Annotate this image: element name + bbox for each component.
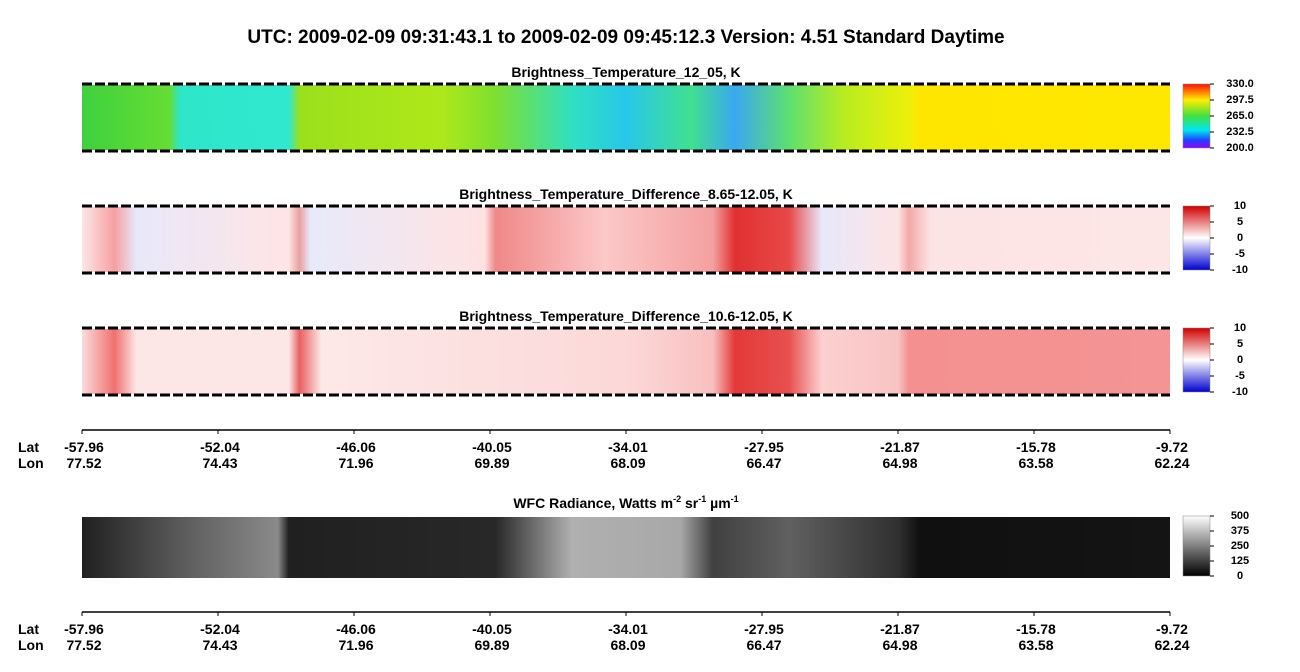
- lat-tick-label: -27.95: [744, 621, 784, 637]
- lat-tick-label: -34.01: [608, 621, 648, 637]
- lon-tick-label: 69.89: [474, 637, 509, 653]
- colorbar: [1182, 515, 1211, 577]
- title-part: µm: [706, 495, 730, 511]
- panel-title: Brightness_Temperature_Difference_8.65-1…: [459, 186, 793, 202]
- lon-label: Lon: [18, 637, 44, 653]
- colorbar-tick-label: 5: [1237, 338, 1243, 350]
- colorbar-tick-label: 10: [1234, 322, 1246, 334]
- lat-tick-label: -52.04: [200, 439, 240, 455]
- superscript: -2: [673, 494, 681, 504]
- colorbar-tick-label: 375: [1231, 525, 1249, 537]
- colorbar-tick-label: -5: [1235, 248, 1245, 260]
- lon-tick-label: 66.47: [746, 455, 781, 471]
- lat-tick-label: -27.95: [744, 439, 784, 455]
- lon-tick-label: 77.52: [66, 455, 101, 471]
- lon-tick-label: 64.98: [882, 637, 917, 653]
- lon-tick-label: 63.58: [1018, 455, 1053, 471]
- lon-tick-label: 64.98: [882, 455, 917, 471]
- superscript: -1: [731, 494, 739, 504]
- lat-tick-label: -21.87: [880, 439, 920, 455]
- colorbar-tick-label: 500: [1231, 510, 1249, 522]
- lat-tick-label: -15.78: [1016, 439, 1056, 455]
- lat-tick-label: -9.72: [1156, 621, 1188, 637]
- lon-tick-label: 68.09: [610, 455, 645, 471]
- lat-tick-label: -15.78: [1016, 621, 1056, 637]
- lat-tick-label: -9.72: [1156, 439, 1188, 455]
- colorbar-tick-label: 232.5: [1226, 126, 1254, 138]
- colorbar: [1182, 205, 1211, 271]
- lat-label: Lat: [18, 439, 39, 455]
- lon-tick-label: 62.24: [1154, 637, 1189, 653]
- lat-tick-label: -52.04: [200, 621, 240, 637]
- lon-tick-label: 63.58: [1018, 637, 1053, 653]
- lat-tick-label: -46.06: [336, 439, 376, 455]
- panel-title: Brightness_Temperature_12_05, K: [511, 64, 740, 80]
- lat-tick-label: -57.96: [64, 621, 104, 637]
- colorbar-tick-label: 265.0: [1226, 110, 1254, 122]
- lat-label: Lat: [18, 621, 39, 637]
- lon-tick-label: 68.09: [610, 637, 645, 653]
- lon-tick-label: 71.96: [338, 455, 373, 471]
- superscript: -1: [698, 494, 706, 504]
- swath-image: [82, 329, 1170, 394]
- colorbar-tick-label: 0: [1237, 354, 1243, 366]
- panel-title: WFC Radiance, Watts m-2 sr-1 µm-1: [513, 494, 738, 511]
- title-part: WFC Radiance, Watts m: [513, 495, 673, 511]
- lon-tick-label: 66.47: [746, 637, 781, 653]
- colorbar-tick-label: 0: [1237, 570, 1243, 582]
- colorbar-tick-label: 0: [1237, 232, 1243, 244]
- colorbar: [1182, 83, 1211, 149]
- colorbar-tick-label: -5: [1235, 370, 1245, 382]
- colorbar-tick-label: 330.0: [1226, 78, 1254, 90]
- colorbar-tick-label: -10: [1232, 264, 1248, 276]
- swath-image: [82, 85, 1170, 150]
- panel-title: Brightness_Temperature_Difference_10.6-1…: [459, 308, 793, 324]
- main-title: UTC: 2009-02-09 09:31:43.1 to 2009-02-09…: [247, 27, 1004, 48]
- lon-tick-label: 69.89: [474, 455, 509, 471]
- lat-tick-label: -34.01: [608, 439, 648, 455]
- lat-tick-label: -40.05: [472, 439, 512, 455]
- colorbar-tick-label: -10: [1232, 386, 1248, 398]
- colorbar-tick-label: 10: [1234, 200, 1246, 212]
- lat-tick-label: -46.06: [336, 621, 376, 637]
- swath-image: [82, 517, 1170, 578]
- title-part: sr: [681, 495, 699, 511]
- lon-tick-label: 74.43: [202, 637, 237, 653]
- lon-tick-label: 77.52: [66, 637, 101, 653]
- colorbar: [1182, 327, 1211, 393]
- colorbar-tick-label: 5: [1237, 216, 1243, 228]
- swath-image: [82, 207, 1170, 272]
- colorbar-tick-label: 297.5: [1226, 94, 1254, 106]
- lat-tick-label: -21.87: [880, 621, 920, 637]
- colorbar-tick-label: 250: [1231, 540, 1249, 552]
- lon-tick-label: 71.96: [338, 637, 373, 653]
- lon-tick-label: 62.24: [1154, 455, 1189, 471]
- colorbar-tick-label: 125: [1231, 555, 1249, 567]
- lat-tick-label: -57.96: [64, 439, 104, 455]
- lat-tick-label: -40.05: [472, 621, 512, 637]
- lon-label: Lon: [18, 455, 44, 471]
- lon-tick-label: 74.43: [202, 455, 237, 471]
- colorbar-tick-label: 200.0: [1226, 142, 1254, 154]
